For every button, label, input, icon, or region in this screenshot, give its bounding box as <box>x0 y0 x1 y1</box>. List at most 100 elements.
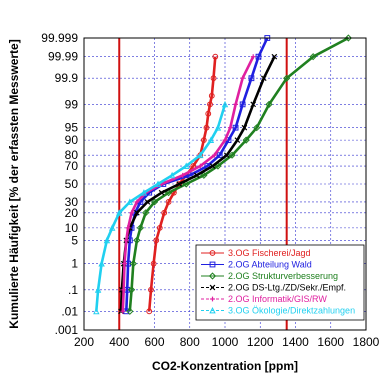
data-point <box>98 260 105 267</box>
data-point <box>222 137 228 143</box>
series-5 <box>120 54 256 314</box>
legend-entry: 3.OG Fischerei/Jagd <box>228 248 311 258</box>
x-tick-label: 1600 <box>317 335 344 349</box>
data-point <box>148 286 154 293</box>
x-tick-label: 1400 <box>282 335 309 349</box>
y-tick-label: 1 <box>71 257 78 271</box>
y-tick-label: 99 <box>65 97 79 111</box>
data-point <box>208 272 217 280</box>
data-point <box>232 124 239 131</box>
x-tick-label: 200 <box>74 335 94 349</box>
y-tick-label: .001 <box>55 323 79 337</box>
y-tick-label: 50 <box>65 177 79 191</box>
x-tick-label: 600 <box>144 335 164 349</box>
data-point <box>129 260 137 268</box>
y-tick-label: 20 <box>65 206 79 220</box>
data-point <box>183 162 190 169</box>
data-point <box>164 189 173 197</box>
data-point <box>125 225 131 231</box>
data-point <box>210 75 217 82</box>
data-point <box>193 172 200 179</box>
data-point <box>153 237 160 244</box>
data-point <box>200 137 207 144</box>
y-tick-labels: .001.01.11510203050708090959999.999.9999… <box>41 31 78 337</box>
data-point <box>93 307 100 315</box>
data-point <box>134 199 140 205</box>
data-point <box>212 53 219 60</box>
data-point <box>260 75 267 82</box>
data-point <box>248 75 255 82</box>
data-point <box>203 124 210 131</box>
data-point <box>223 152 230 159</box>
y-tick-label: 95 <box>65 121 79 135</box>
data-point <box>208 92 215 99</box>
series-line <box>95 104 227 312</box>
data-point <box>200 171 208 179</box>
data-point <box>103 236 111 244</box>
data-point <box>134 209 140 216</box>
legend-entry: 2.OG Informatik/GIS/RW <box>228 294 327 304</box>
data-point <box>205 110 212 117</box>
data-point <box>165 199 172 205</box>
y-tick-label: 30 <box>65 195 79 209</box>
data-point <box>108 224 116 231</box>
legend-entry: 2.OG DS-Ltg./ZD/Sekr./Empf. <box>228 283 346 293</box>
data-point <box>265 100 273 108</box>
data-point <box>283 74 291 82</box>
data-point <box>209 163 216 169</box>
x-tick-label: 1200 <box>247 335 274 349</box>
x-axis-label: CO2-Konzentration [ppm] <box>152 359 298 373</box>
data-point <box>344 34 352 42</box>
y-tick-label: 99.9 <box>55 71 79 85</box>
data-point <box>271 53 278 60</box>
data-point <box>197 163 203 169</box>
y-tick-label: .1 <box>68 283 78 297</box>
data-point <box>168 171 176 179</box>
x-tick-label: 1000 <box>212 335 239 349</box>
data-point <box>253 124 261 132</box>
plot-frame <box>83 37 367 331</box>
data-point <box>126 307 134 315</box>
data-point <box>216 152 223 159</box>
y-tick-label: .01 <box>61 304 78 318</box>
data-point <box>241 124 248 131</box>
data-point <box>197 151 204 159</box>
data-point <box>123 237 129 243</box>
y-tick-label: 80 <box>65 148 79 162</box>
data-point <box>133 236 141 244</box>
data-point <box>228 151 236 159</box>
data-point <box>209 261 216 268</box>
series-6 <box>93 100 229 315</box>
legend-entry: 2.OG Abteilung Wald <box>228 260 312 270</box>
series-line <box>125 37 269 312</box>
data-point <box>176 181 182 187</box>
data-point <box>209 306 216 314</box>
y-tick-label: 99.999 <box>41 31 78 45</box>
data-point <box>156 224 163 231</box>
data-point <box>255 53 262 60</box>
data-point <box>233 101 238 107</box>
data-point <box>154 180 162 187</box>
data-point <box>120 308 126 314</box>
data-point <box>136 224 145 232</box>
data-point <box>207 101 213 108</box>
data-point <box>150 260 157 267</box>
y-tick-label: 10 <box>65 221 79 235</box>
data-point <box>227 125 233 131</box>
data-point <box>144 199 151 205</box>
data-point <box>212 152 217 158</box>
data-point <box>94 286 102 293</box>
legend: 3.OG Fischerei/Jagd 2.OG Abteilung Wald 2.… <box>195 244 365 321</box>
data-point <box>240 75 246 81</box>
data-point <box>161 209 168 216</box>
data-point <box>182 180 190 188</box>
data-point <box>126 198 134 205</box>
data-point <box>209 284 216 291</box>
y-tick-label: 5 <box>71 233 78 247</box>
y-axis-label: Kumulierte Häufigkeit [% der erfassten M… <box>7 39 21 328</box>
data-point <box>116 209 123 216</box>
legend-box <box>195 244 365 321</box>
data-point <box>122 261 127 267</box>
x-tick-label: 800 <box>180 335 200 349</box>
